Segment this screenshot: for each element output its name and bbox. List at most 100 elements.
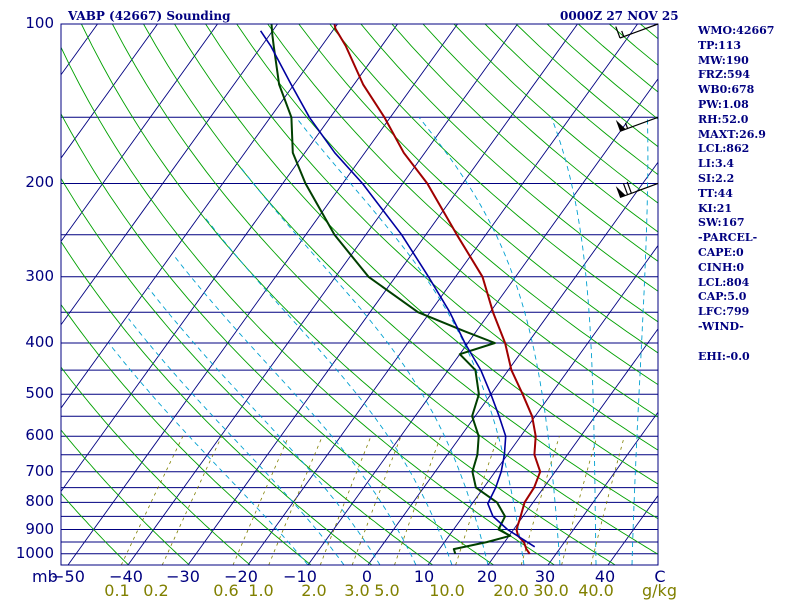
pressure-tick-label: 700 bbox=[25, 461, 54, 480]
mixing-ratio-tick-label: 0.1 bbox=[104, 581, 130, 600]
dry-adiabat-line bbox=[112, 24, 658, 555]
isotherm-line bbox=[247, 24, 638, 565]
pressure-tick-label: 900 bbox=[25, 519, 54, 538]
pressure-tick-label: 500 bbox=[25, 384, 54, 403]
pressure-unit-label: mb bbox=[32, 567, 58, 586]
wind-barb bbox=[615, 23, 659, 39]
dry-adiabat-line bbox=[174, 24, 658, 485]
dry-adiabat-line bbox=[391, 24, 658, 262]
temperature-tick-label: 10 bbox=[413, 567, 435, 586]
index-value: PW:1.08 bbox=[698, 97, 749, 111]
chart-time: 0000Z 27 NOV 25 bbox=[560, 9, 679, 23]
mixing-ratio-line bbox=[120, 436, 184, 565]
mixing-ratio-line bbox=[394, 436, 442, 565]
index-value: WB0:678 bbox=[698, 83, 755, 97]
mixing-ratio-unit-label: g/kg bbox=[642, 581, 677, 600]
dry-adiabat-line bbox=[298, 24, 658, 354]
moist-adiabat-line bbox=[631, 117, 649, 565]
index-value: CAPE:0 bbox=[698, 245, 744, 259]
temperature-unit-label: C bbox=[654, 567, 666, 586]
pressure-tick-label: 200 bbox=[25, 173, 54, 192]
mixing-ratio-tick-label: 30.0 bbox=[533, 581, 569, 600]
wind-barb bbox=[615, 181, 659, 199]
index-value: RH:52.0 bbox=[698, 112, 749, 126]
moist-adiabat-line bbox=[108, 342, 309, 565]
mixing-ratio-line bbox=[455, 436, 499, 565]
index-value: SW:167 bbox=[698, 216, 745, 230]
wind-barb bbox=[615, 116, 659, 132]
index-value: KI:21 bbox=[698, 201, 733, 215]
isotherm-line bbox=[307, 78, 658, 565]
index-value: WMO:42667 bbox=[698, 24, 775, 37]
chart-title: VABP (42667) Sounding bbox=[68, 9, 231, 23]
dry-adiabat-line bbox=[61, 429, 190, 565]
pressure-tick-label: 400 bbox=[25, 332, 54, 351]
index-value: MAXT:26.9 bbox=[698, 127, 766, 141]
mixing-ratio-tick-label: 40.0 bbox=[578, 581, 614, 600]
dry-adiabat-line bbox=[61, 303, 312, 565]
index-value: LI:3.4 bbox=[698, 157, 735, 171]
dry-adiabat-line bbox=[360, 24, 658, 292]
temperature-tick-label: −30 bbox=[166, 567, 200, 586]
isotherm-line bbox=[61, 24, 158, 159]
temperature-tick-label: −40 bbox=[109, 567, 143, 586]
isotherm-line bbox=[427, 244, 658, 565]
pressure-tick-label: 100 bbox=[25, 14, 54, 32]
dry-adiabat-line bbox=[61, 112, 494, 565]
pressure-tick-label: 1000 bbox=[15, 543, 54, 562]
index-value bbox=[698, 335, 774, 350]
mixing-ratio-tick-label: 0.6 bbox=[213, 581, 239, 600]
moist-adiabat-line bbox=[203, 215, 453, 565]
index-value: LCL:804 bbox=[698, 275, 750, 289]
dry-adiabat-line bbox=[61, 46, 555, 565]
mixing-ratio-tick-label: 5.0 bbox=[374, 581, 400, 600]
dry-adiabat-line bbox=[236, 24, 658, 418]
mixing-ratio-tick-label: 3.0 bbox=[344, 581, 370, 600]
temperature-tick-label: −20 bbox=[224, 567, 258, 586]
dry-adiabat-line bbox=[205, 24, 658, 451]
temperature-tick-label: 20 bbox=[476, 567, 498, 586]
isotherm-line bbox=[487, 328, 658, 565]
isotherm-line bbox=[61, 24, 218, 243]
isotherm-line bbox=[547, 411, 658, 565]
pressure-tick-label: 600 bbox=[25, 426, 54, 445]
moist-adiabat-line bbox=[238, 165, 489, 565]
mixing-ratio-tick-label: 1.0 bbox=[248, 581, 274, 600]
moist-adiabat-line bbox=[550, 117, 597, 565]
index-value: LFC:799 bbox=[698, 305, 750, 319]
mixing-ratio-tick-label: 10.0 bbox=[429, 581, 465, 600]
moist-adiabat-line bbox=[128, 318, 345, 565]
index-value: TP:113 bbox=[698, 38, 742, 52]
index-value: SI:2.2 bbox=[698, 171, 735, 185]
mixing-ratio-line bbox=[561, 436, 598, 565]
plot-background bbox=[61, 24, 658, 565]
index-value: CAP:5.0 bbox=[698, 290, 747, 304]
isotherm-line bbox=[127, 24, 518, 565]
isotherm-line bbox=[61, 24, 278, 326]
index-value: LCL:862 bbox=[698, 142, 750, 156]
index-value: -PARCEL- bbox=[698, 231, 758, 245]
dry-adiabat-line bbox=[143, 24, 658, 520]
dewpoint-trace bbox=[270, 24, 512, 555]
index-value: -WIND- bbox=[698, 319, 744, 333]
parcel-trace bbox=[259, 30, 536, 548]
index-value: CINH:0 bbox=[698, 260, 745, 274]
dry-adiabat-line bbox=[80, 24, 616, 565]
index-value: MW:190 bbox=[698, 53, 749, 67]
isotherm-line bbox=[0, 24, 38, 565]
moist-adiabat-line bbox=[148, 287, 381, 565]
pressure-tick-label: 300 bbox=[25, 266, 54, 285]
dry-adiabat-line bbox=[61, 366, 251, 565]
temperature-tick-label: −50 bbox=[51, 567, 85, 586]
temperature-tick-label: 30 bbox=[534, 567, 556, 586]
index-value: FRZ:594 bbox=[698, 68, 751, 82]
mixing-ratio-tick-label: 0.2 bbox=[143, 581, 169, 600]
temperature-trace bbox=[333, 24, 542, 555]
plot-frame bbox=[60, 23, 659, 566]
mixing-ratio-line bbox=[520, 436, 560, 565]
isotherm-line bbox=[61, 24, 398, 493]
temperature-tick-label: 40 bbox=[594, 567, 616, 586]
isotherm-line bbox=[67, 24, 458, 565]
moist-adiabat-line bbox=[295, 117, 525, 565]
